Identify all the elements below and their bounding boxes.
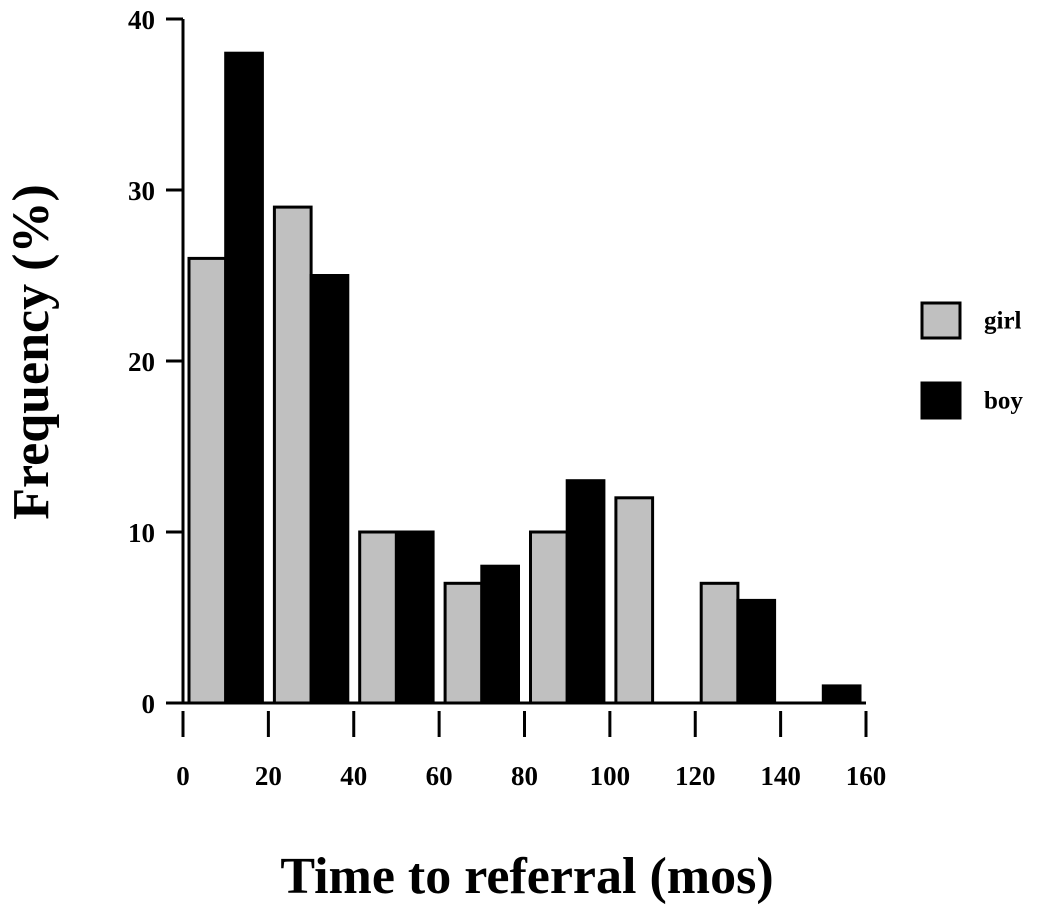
bar-boy-0 <box>224 51 264 705</box>
bar-girl-100 <box>614 496 655 705</box>
y-tick-label-10: 10 <box>128 518 155 548</box>
legend-label-girl: girl <box>984 308 1022 335</box>
bar-boy-120 <box>736 598 777 705</box>
x-tick-label-20: 20 <box>255 761 282 791</box>
bar-girl-80 <box>529 530 569 705</box>
bar-boy-80 <box>565 479 606 705</box>
x-tick-label-40: 40 <box>340 761 367 791</box>
y-tick-label-30: 30 <box>128 176 155 206</box>
x-tick-label-100: 100 <box>590 761 631 791</box>
bar-girl-0 <box>187 256 228 705</box>
bar-boy-140 <box>821 684 862 705</box>
bar-girl-40 <box>358 530 398 705</box>
x-axis-title: Time to referral (mos) <box>280 848 773 905</box>
legend-label-boy: boy <box>984 388 1023 415</box>
x-tick-label-60: 60 <box>426 761 453 791</box>
y-tick-label-0: 0 <box>142 689 156 719</box>
bar-girl-60 <box>443 581 484 705</box>
bar-girl-120 <box>699 581 740 705</box>
bar-girl-20 <box>272 205 313 705</box>
y-axis-title: Frequency (%) <box>3 184 60 520</box>
legend-swatch-girl <box>920 301 962 340</box>
bar-boy-40 <box>394 530 435 705</box>
bar-boy-60 <box>480 564 520 705</box>
axes-group: 0 10 20 30 40 0 20 40 60 80 100 120 140 160 <box>128 5 886 791</box>
x-tick-label-140: 140 <box>760 761 801 791</box>
y-tick-label-20: 20 <box>128 347 155 377</box>
legend-swatch-boy <box>920 381 962 420</box>
bars-group <box>187 51 862 705</box>
bar-boy-20 <box>309 274 350 705</box>
x-tick-label-160: 160 <box>846 761 887 791</box>
y-tick-label-40: 40 <box>128 5 155 35</box>
x-tick-label-80: 80 <box>511 761 538 791</box>
x-tick-label-120: 120 <box>675 761 716 791</box>
x-tick-label-0: 0 <box>176 761 190 791</box>
legend: girl boy <box>920 301 1023 420</box>
